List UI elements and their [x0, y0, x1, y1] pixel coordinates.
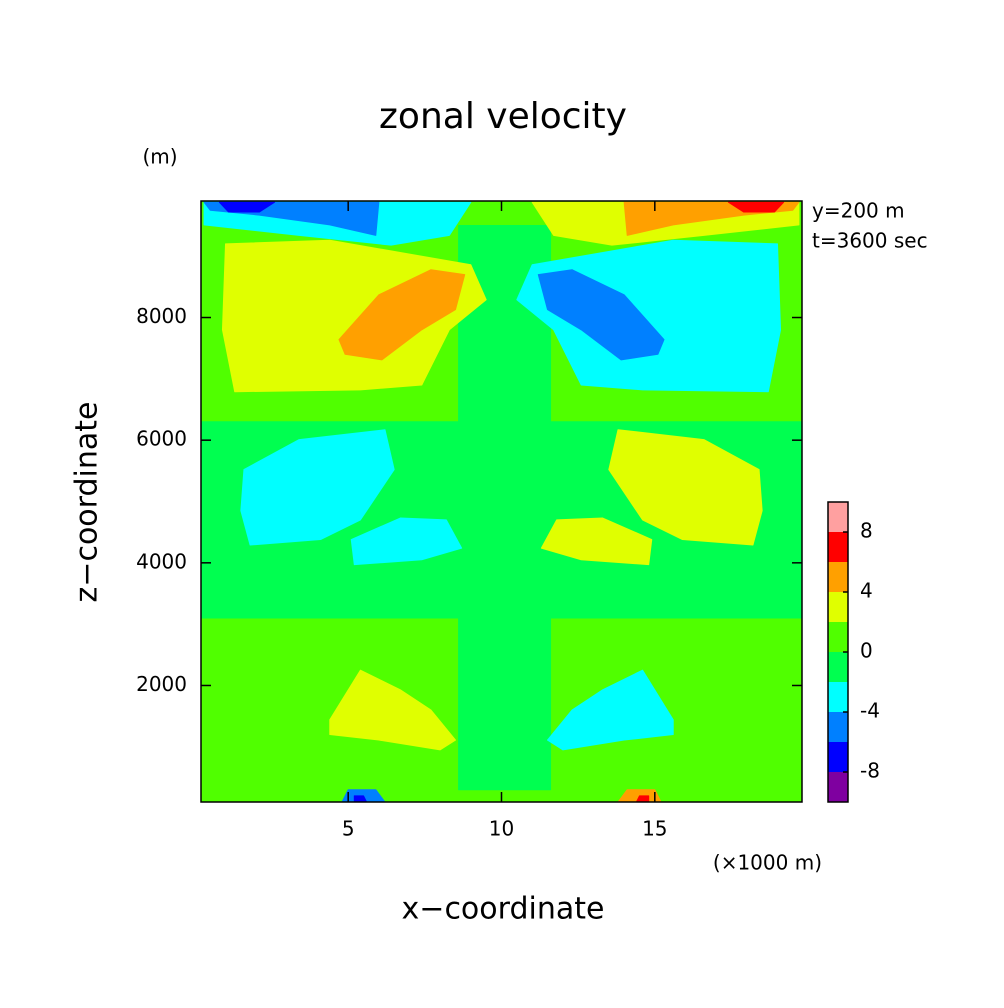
colorbar-swatch	[828, 652, 848, 682]
contour-region	[338, 269, 466, 361]
colorbar-swatch	[828, 562, 848, 592]
colorbar-tick-label: 4	[860, 579, 873, 603]
x-tick-label: 5	[342, 817, 355, 841]
y-tick-label: 6000	[136, 427, 187, 451]
contour-region	[240, 429, 395, 546]
colorbar-tick-label: 8	[860, 519, 873, 543]
y-tick-label: 4000	[136, 549, 187, 573]
colorbar-swatch	[828, 502, 848, 532]
x-tick-label: 15	[642, 817, 667, 841]
x-axis-label: x−coordinate	[402, 892, 605, 927]
contour-region	[350, 517, 463, 566]
plot-area	[201, 201, 802, 802]
colorbar-swatch	[828, 622, 848, 652]
colorbar-swatch	[828, 772, 848, 802]
colorbar-swatch	[828, 712, 848, 742]
contour-region	[353, 795, 368, 802]
contour-region	[635, 795, 650, 802]
colorbar-tick-label: -4	[860, 699, 880, 723]
colorbar-swatch	[828, 532, 848, 562]
annotation: y=200 m	[812, 199, 905, 223]
contour-region	[218, 201, 276, 213]
colorbar-tick-label: -8	[860, 759, 880, 783]
contour-region	[540, 517, 653, 566]
chart-title: zonal velocity	[379, 96, 627, 137]
colorbar-swatch	[828, 592, 848, 622]
contour-region	[727, 201, 785, 213]
contour-region	[546, 669, 674, 751]
y-tick-label: 2000	[136, 672, 187, 696]
contour-region	[608, 429, 763, 546]
y-tick-label: 8000	[136, 304, 187, 328]
x-unit: (×1000 m)	[713, 851, 822, 875]
colorbar-swatch	[828, 742, 848, 772]
colorbar-tick-label: 0	[860, 639, 873, 663]
contour-region	[537, 269, 665, 361]
contour-region	[329, 669, 457, 751]
y-axis-label: z−coordinate	[70, 402, 105, 603]
y-unit: (m)	[142, 145, 177, 169]
x-tick-label: 10	[489, 817, 514, 841]
annotation: t=3600 sec	[812, 229, 928, 253]
colorbar-swatch	[828, 682, 848, 712]
